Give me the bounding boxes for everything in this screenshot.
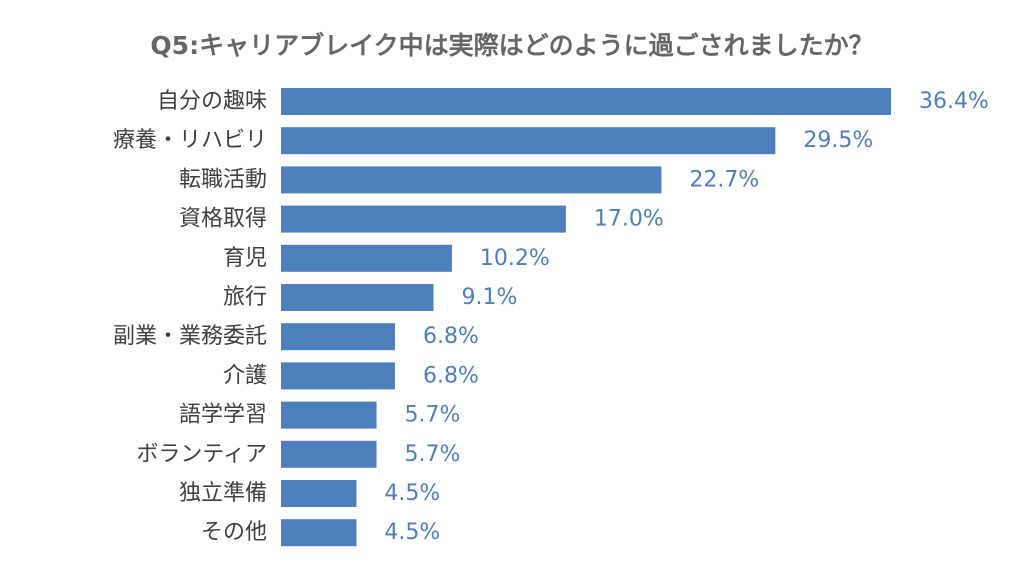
category-label: 語学学習 bbox=[179, 403, 267, 428]
bar bbox=[281, 244, 452, 272]
value-label: 5.7% bbox=[405, 442, 461, 467]
value-label: 4.5% bbox=[384, 481, 440, 506]
bar bbox=[281, 88, 891, 115]
bar bbox=[281, 323, 395, 351]
category-label: その他 bbox=[201, 520, 267, 545]
value-label: 9.1% bbox=[462, 285, 518, 310]
bar bbox=[281, 205, 566, 233]
value-label: 10.2% bbox=[480, 246, 550, 271]
value-label: 22.7% bbox=[689, 167, 759, 192]
bar bbox=[281, 401, 377, 429]
bars-group: 自分の趣味 36.4% 療養・リハビリ 29.5% 転職活動 22.7% 資格取得 17.0%… bbox=[113, 88, 989, 547]
bar bbox=[281, 519, 357, 547]
value-label: 6.8% bbox=[423, 324, 479, 349]
value-label: 5.7% bbox=[405, 403, 461, 428]
value-label: 4.5% bbox=[384, 520, 440, 545]
category-label: 旅行 bbox=[223, 285, 267, 310]
bar bbox=[281, 440, 377, 468]
chart-title: Q5:キャリアブレイク中は実際はどのように過ごされましたか？ bbox=[150, 31, 873, 60]
category-label: 転職活動 bbox=[179, 167, 267, 192]
bar bbox=[281, 362, 395, 390]
bar bbox=[281, 480, 357, 507]
category-label: 療養・リハビリ bbox=[113, 128, 267, 153]
value-label: 17.0% bbox=[594, 207, 664, 232]
value-label: 36.4% bbox=[919, 89, 989, 114]
category-label: 副業・業務委託 bbox=[113, 324, 267, 349]
value-label: 29.5% bbox=[803, 128, 873, 153]
category-label: 自分の趣味 bbox=[157, 89, 267, 114]
category-label: 育児 bbox=[223, 246, 267, 271]
category-label: 資格取得 bbox=[179, 207, 267, 232]
category-label: 独立準備 bbox=[179, 481, 267, 506]
category-label: ボランティア bbox=[136, 442, 267, 467]
value-label: 6.8% bbox=[423, 363, 479, 388]
bar bbox=[281, 127, 776, 155]
bar bbox=[281, 284, 434, 311]
bar bbox=[281, 166, 662, 194]
category-label: 介護 bbox=[223, 363, 267, 388]
